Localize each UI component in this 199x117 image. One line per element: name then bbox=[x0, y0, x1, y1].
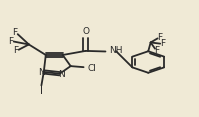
Text: F: F bbox=[160, 39, 165, 48]
Text: F: F bbox=[12, 28, 18, 37]
Text: N: N bbox=[38, 68, 45, 77]
Text: N: N bbox=[58, 70, 64, 79]
Text: O: O bbox=[82, 27, 89, 36]
Text: I: I bbox=[40, 86, 43, 96]
Text: F: F bbox=[157, 33, 162, 42]
Text: NH: NH bbox=[109, 46, 122, 55]
Text: F: F bbox=[13, 46, 19, 55]
Text: Cl: Cl bbox=[87, 64, 96, 73]
Text: F: F bbox=[154, 46, 159, 55]
Text: F: F bbox=[8, 37, 14, 46]
